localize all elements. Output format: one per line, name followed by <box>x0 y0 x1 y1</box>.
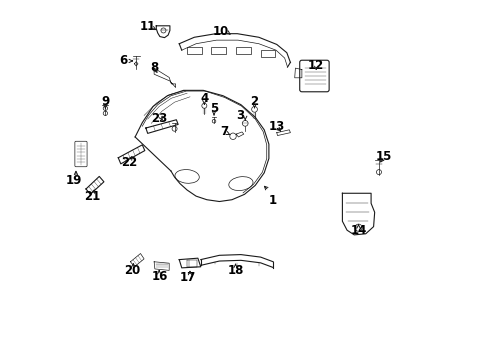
Text: 9: 9 <box>101 95 109 108</box>
Text: 2: 2 <box>250 95 258 108</box>
Text: 21: 21 <box>84 190 100 203</box>
Text: 18: 18 <box>227 264 243 277</box>
Text: 17: 17 <box>180 271 196 284</box>
Text: 14: 14 <box>349 224 366 238</box>
Bar <box>261 50 274 57</box>
Text: 11: 11 <box>139 20 156 33</box>
Text: 10: 10 <box>213 25 229 38</box>
Text: 5: 5 <box>209 103 218 116</box>
Bar <box>186 47 202 54</box>
Text: 16: 16 <box>152 270 168 283</box>
Bar <box>211 47 226 54</box>
Text: 22: 22 <box>121 156 137 169</box>
Text: 15: 15 <box>375 150 391 163</box>
Text: 3: 3 <box>236 109 244 122</box>
Bar <box>236 47 251 54</box>
Text: 4: 4 <box>200 92 208 105</box>
Text: 23: 23 <box>151 112 167 125</box>
Text: 8: 8 <box>150 60 158 73</box>
Text: 6: 6 <box>119 54 127 67</box>
Text: 7: 7 <box>220 125 228 138</box>
Text: 19: 19 <box>66 174 82 187</box>
Text: 20: 20 <box>124 264 141 277</box>
Text: 12: 12 <box>307 59 324 72</box>
Text: 13: 13 <box>268 121 285 134</box>
Text: 1: 1 <box>268 194 277 207</box>
